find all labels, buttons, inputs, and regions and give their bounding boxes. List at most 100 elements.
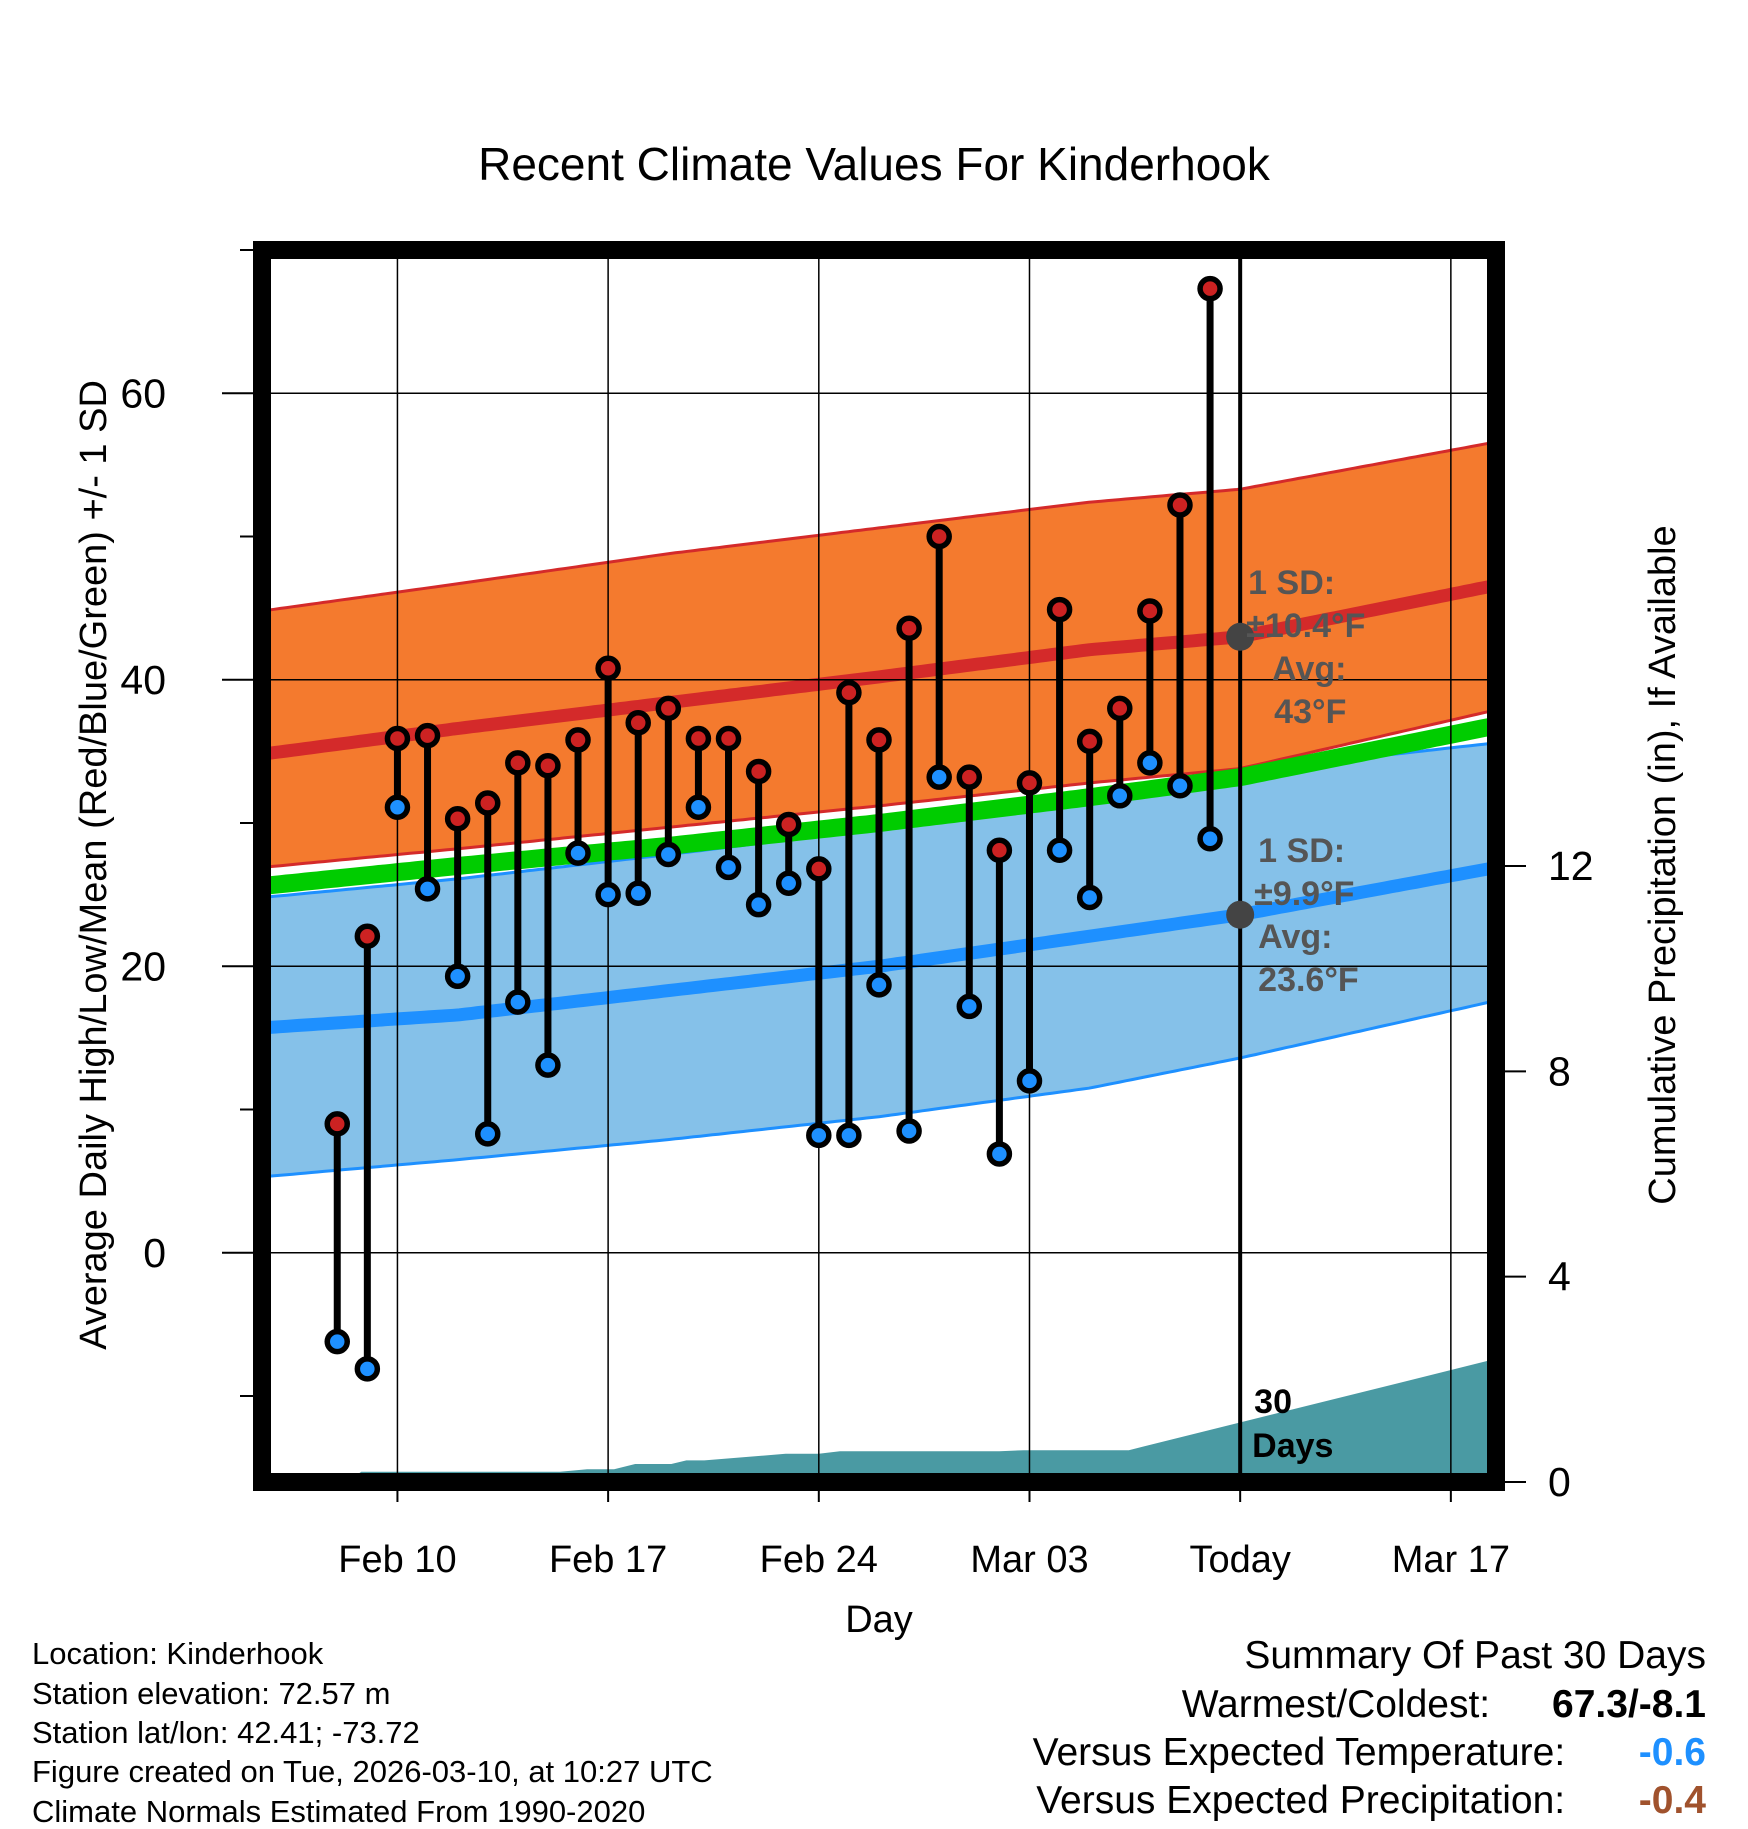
daily-high-point	[354, 923, 381, 949]
daily-low-point	[1167, 773, 1193, 799]
daily-low-point	[595, 881, 621, 908]
daily-low-point	[806, 1122, 832, 1149]
y-axis-label: Average Daily High/Low/Mean (Red/Blue/Gr…	[73, 380, 115, 1350]
high-avg-label: Avg:	[1272, 650, 1346, 688]
daily-low-point	[986, 1141, 1013, 1167]
daily-high-point	[1016, 770, 1043, 796]
low-avg-marker	[1226, 900, 1255, 929]
daily-high-point	[535, 752, 561, 779]
daily-high-point	[745, 758, 772, 785]
daily-high-point	[1167, 492, 1193, 518]
daily-low-point	[1016, 1068, 1043, 1094]
daily-high-point	[806, 856, 832, 882]
daily-high-point	[896, 615, 922, 641]
chart-title: Recent Climate Values For Kinderhook	[478, 138, 1271, 190]
x-tick-label: Mar 17	[1392, 1539, 1510, 1581]
daily-high-point	[1076, 728, 1103, 755]
daily-high-point	[1197, 275, 1223, 302]
daily-low-point	[926, 764, 952, 790]
footer-latlon: Station lat/lon: 42.41; -73.72	[32, 1715, 420, 1750]
daily-high-point	[655, 695, 682, 722]
daily-high-point	[625, 709, 651, 736]
low-sd-band-lower-edge	[262, 999, 1496, 1179]
summary-warm-cold-label: Warmest/Coldest:	[1181, 1683, 1491, 1726]
daily-low-point	[505, 989, 531, 1015]
daily-low-point	[745, 891, 772, 918]
daily-low-point	[836, 1122, 862, 1149]
daily-low-point	[956, 993, 983, 1020]
daily-high-point	[836, 679, 862, 706]
daily-low-point	[655, 841, 682, 868]
daily-high-point	[474, 790, 501, 816]
x-tick-label: Today	[1189, 1539, 1290, 1581]
summary-title: Summary Of Past 30 Days	[1244, 1634, 1706, 1677]
x-tick-label: Feb 10	[338, 1539, 456, 1581]
high-sd-band	[262, 442, 1496, 868]
daily-high-point	[685, 725, 712, 752]
summary-precip-label: Versus Expected Precipitation:	[1036, 1779, 1566, 1822]
daily-low-point	[1076, 884, 1103, 911]
high-sd-value: ±10.4°F	[1246, 607, 1365, 645]
daily-low-point	[1197, 826, 1223, 852]
daily-high-point	[1107, 695, 1133, 722]
summary-precip-row: Versus Expected Precipitation: -0.4	[1036, 1779, 1706, 1823]
x-tick-label: Feb 17	[549, 1539, 667, 1581]
high-sd-band-upper-edge	[262, 440, 1496, 613]
daily-high-point	[1046, 596, 1073, 623]
low-avg-value: 23.6°F	[1258, 961, 1359, 999]
daily-high-point	[324, 1111, 350, 1137]
daily-high-point	[384, 725, 411, 752]
daily-high-point	[986, 837, 1013, 863]
plot-frame	[253, 241, 1505, 1491]
summary-temp-row: Versus Expected Temperature: -0.6	[1033, 1731, 1706, 1775]
daily-low-point	[1046, 837, 1073, 863]
days-count-label: 30	[1254, 1383, 1292, 1421]
daily-low-point	[685, 794, 712, 821]
daily-high-point	[866, 727, 892, 753]
daily-low-point	[625, 880, 651, 906]
y2-tick-label: 12	[1548, 843, 1594, 889]
daily-low-point	[414, 876, 441, 902]
daily-high-point	[595, 655, 621, 682]
daily-low-point	[474, 1121, 501, 1147]
daily-low-point	[715, 854, 742, 881]
high-avg-value: 43°F	[1274, 693, 1346, 731]
y-tick-label: 0	[143, 1230, 166, 1276]
low-sd-label: 1 SD:	[1258, 832, 1345, 870]
summary-temp-value: -0.6	[1638, 1731, 1706, 1774]
x-axis-label: Day	[845, 1599, 913, 1641]
daily-low-point	[1107, 783, 1133, 809]
daily-low-point	[444, 963, 471, 990]
footer-normals: Climate Normals Estimated From 1990-2020	[32, 1794, 646, 1829]
x-tick-label: Feb 24	[760, 1539, 878, 1581]
plot-overlay: Feb 10 Feb 17 Feb 24 Mar 03 Today Mar 1702040…	[120, 241, 1594, 1581]
plot-area: 1 SD: ±10.4°F Avg: 43°F 1 SD: ±9.9°F Avg: 23.6°…	[262, 250, 1496, 1482]
days-word-label: Days	[1252, 1427, 1333, 1465]
summary-temp-label: Versus Expected Temperature:	[1032, 1731, 1566, 1774]
x-tick-label: Mar 03	[970, 1539, 1088, 1581]
low-avg-label: Avg:	[1258, 918, 1332, 956]
high-avg-marker	[1226, 622, 1255, 651]
daily-low-point	[324, 1328, 350, 1355]
y-tick-label: 40	[120, 657, 166, 703]
low-sd-value: ±9.9°F	[1254, 875, 1354, 913]
daily-low-point	[1137, 750, 1163, 776]
y2-axis-label: Cumulative Precipitation (in), If Availa…	[1642, 525, 1684, 1204]
daily-low-point	[775, 870, 802, 896]
daily-high-point	[1137, 598, 1163, 624]
daily-high-point	[565, 727, 591, 753]
precip-area	[262, 1358, 1496, 1482]
daily-high-point	[505, 750, 531, 776]
y2-tick-label: 0	[1548, 1459, 1571, 1505]
daily-high-point	[956, 764, 983, 790]
daily-low-point	[354, 1356, 381, 1382]
daily-low-point	[896, 1118, 922, 1144]
footer-elevation: Station elevation: 72.57 m	[32, 1676, 391, 1711]
daily-low-point	[384, 794, 411, 821]
daily-low-point	[565, 840, 591, 866]
y2-tick-label: 8	[1548, 1048, 1571, 1094]
daily-low-point	[535, 1052, 561, 1078]
daily-high-point	[414, 722, 441, 749]
daily-high-point	[444, 805, 471, 832]
